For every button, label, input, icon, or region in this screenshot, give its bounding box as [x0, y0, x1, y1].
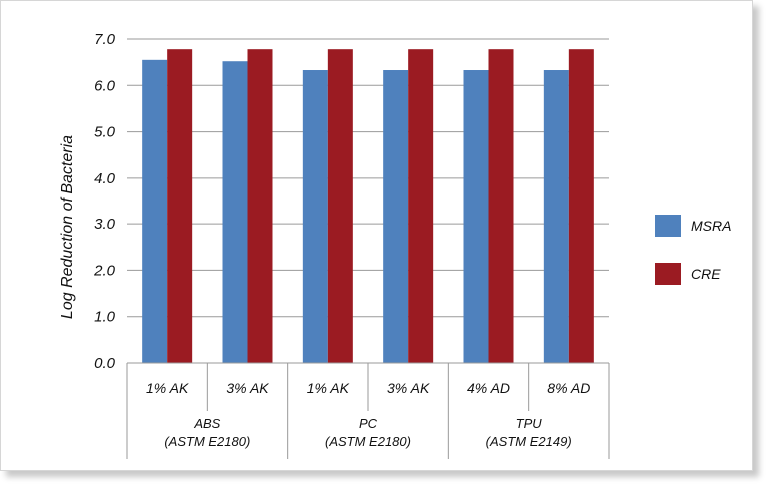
chart-frame: 0.0 1.0 2.0 3.0 4.0 5.0 6.0 7.0 1% AK 3% AK 1% AK… — [0, 0, 753, 471]
y-tick-label: 2.0 — [93, 262, 116, 279]
x-category-label: 8% AD — [547, 380, 590, 396]
gridlines — [127, 38, 609, 364]
bar-msra-2 — [222, 61, 248, 364]
y-axis-ticks: 0.0 1.0 2.0 3.0 4.0 5.0 6.0 7.0 — [93, 31, 116, 372]
legend-label-msra: MSRA — [691, 218, 731, 234]
x-group-sublabel: (ASTM E2180) — [164, 434, 250, 449]
y-axis-label: Log Reduction of Bacteria — [59, 135, 76, 319]
bar-msra-3 — [302, 70, 328, 364]
legend-swatch-cre — [655, 263, 681, 285]
bar-cre-4 — [408, 49, 434, 363]
x-group-label: ABS — [193, 416, 220, 431]
bar-msra-6 — [543, 70, 569, 364]
y-tick-label: 6.0 — [94, 77, 116, 94]
x-category-label: 4% AD — [467, 380, 510, 396]
y-tick-label: 5.0 — [94, 124, 116, 141]
bar-cre-6 — [568, 49, 594, 363]
y-tick-label: 0.0 — [94, 355, 116, 372]
y-tick-label: 1.0 — [94, 309, 116, 326]
legend: MSRA CRE — [655, 215, 731, 285]
x-category-label: 3% AK — [226, 380, 269, 396]
y-tick-label: 3.0 — [94, 216, 116, 233]
x-category-label: 3% AK — [387, 380, 430, 396]
x-group-sublabel: (ASTM E2149) — [486, 434, 572, 449]
bars — [142, 49, 594, 364]
y-tick-label: 7.0 — [94, 31, 116, 48]
bar-msra-4 — [383, 70, 409, 364]
bar-cre-3 — [327, 49, 353, 363]
legend-swatch-msra — [655, 215, 681, 237]
bar-cre-1 — [167, 49, 193, 363]
bar-msra-1 — [142, 59, 168, 363]
y-tick-label: 4.0 — [94, 170, 116, 187]
bar-cre-2 — [247, 49, 273, 363]
x-group-label: TPU — [516, 416, 543, 431]
x-group-sublabel: (ASTM E2180) — [325, 434, 411, 449]
legend-label-cre: CRE — [691, 266, 721, 282]
bar-cre-5 — [488, 49, 514, 363]
x-axis: 1% AK 3% AK 1% AK 3% AK 4% AD 8% AD ABS (ASTM E… — [126, 362, 610, 459]
x-group-label: PC — [359, 416, 378, 431]
x-category-label: 1% AK — [307, 380, 350, 396]
x-category-label: 1% AK — [146, 380, 189, 396]
bar-msra-5 — [463, 70, 489, 364]
